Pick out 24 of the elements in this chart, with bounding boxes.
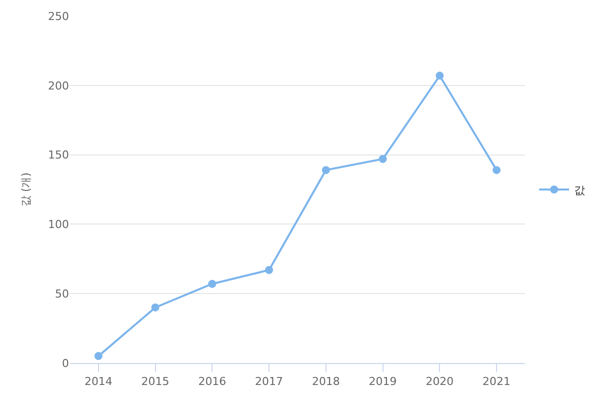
point — [208, 280, 216, 288]
point — [436, 72, 444, 80]
y-tick-label: 150 — [48, 148, 69, 162]
y-tick-label: 0 — [62, 356, 69, 370]
y-tick-label: 100 — [48, 218, 69, 232]
y-tick-label: 200 — [48, 79, 69, 92]
point — [378, 154, 387, 163]
legend-label: 값 — [574, 184, 586, 197]
x-tick-label: 2014 — [84, 375, 112, 388]
x-tick-label: 2015 — [141, 375, 170, 388]
x-tick-label: 2017 — [255, 375, 284, 388]
point — [94, 352, 102, 360]
y-axis-title: 값 (개) — [20, 172, 33, 207]
point — [492, 166, 501, 174]
y-tick-label: 250 — [48, 10, 69, 23]
x-tick-label: 2020 — [426, 375, 454, 388]
x-tick-label: 2016 — [198, 375, 226, 388]
x-tick-label: 2019 — [368, 375, 397, 388]
point — [265, 266, 274, 274]
x-tick-label: 2021 — [482, 375, 511, 388]
y-tick-label: 50 — [55, 287, 69, 300]
x-tick-label: 2018 — [312, 375, 340, 388]
point — [322, 166, 330, 174]
point — [151, 303, 160, 312]
